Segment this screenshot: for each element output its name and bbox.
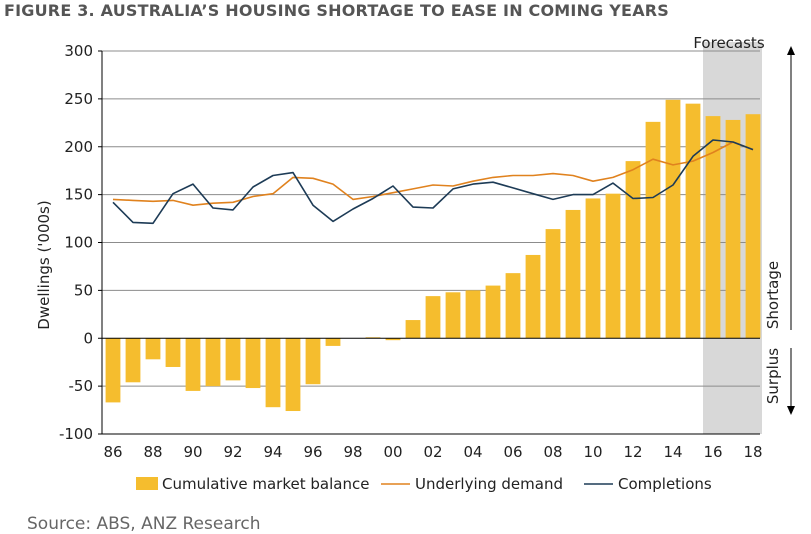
x-tick-label: 16 — [703, 443, 722, 461]
side-arrows — [787, 46, 795, 415]
source-note: Source: ABS, ANZ Research — [27, 514, 261, 534]
x-tick-label: 10 — [583, 443, 602, 461]
legend: Cumulative market balance Underlying dema… — [136, 475, 712, 493]
x-tick-label: 14 — [663, 443, 682, 461]
y-tick-label: 300 — [64, 42, 93, 60]
arrow-down-icon — [787, 406, 795, 415]
bar-1994 — [265, 338, 281, 408]
bar-1990 — [185, 338, 201, 391]
arrow-up-icon — [787, 46, 795, 55]
bar-2007 — [525, 254, 541, 339]
y-tick-label: 50 — [74, 281, 93, 299]
legend-swatch-cumulative-market-balance — [136, 477, 158, 490]
bar-2003 — [445, 292, 461, 339]
x-tick-label: 00 — [383, 443, 402, 461]
x-tick-label: 04 — [463, 443, 482, 461]
bar-2011 — [605, 193, 621, 339]
x-tick-label: 88 — [143, 443, 162, 461]
x-tick-label: 92 — [223, 443, 242, 461]
bar-1995 — [285, 338, 301, 412]
bar-1986 — [105, 338, 121, 403]
surplus-label: Surplus — [764, 348, 782, 404]
bar-2006 — [505, 273, 521, 339]
y-tick-label: 0 — [83, 329, 93, 347]
figure-title: FIGURE 3. AUSTRALIA’S HOUSING SHORTAGE T… — [4, 1, 670, 20]
x-tick-label: 18 — [743, 443, 762, 461]
bar-1997 — [325, 338, 341, 346]
bar-2008 — [545, 229, 561, 339]
x-tick-label: 12 — [623, 443, 642, 461]
legend-label-underlying-demand: Underlying demand — [415, 475, 563, 493]
bar-1996 — [305, 338, 321, 385]
bar-2001 — [405, 320, 421, 339]
bar-2012 — [625, 161, 641, 339]
y-tick-label: 100 — [64, 234, 93, 252]
bar-2017 — [725, 119, 741, 339]
shortage-label: Shortage — [764, 261, 782, 329]
underlying-demand-line — [112, 141, 754, 206]
bar-2014 — [665, 99, 681, 339]
legend-label-cumulative-market-balance: Cumulative market balance — [162, 475, 369, 493]
bar-2005 — [485, 285, 501, 339]
y-tick-label: -100 — [59, 425, 93, 443]
bar-2009 — [565, 209, 581, 339]
x-tick-label: 08 — [543, 443, 562, 461]
bar-2015 — [685, 103, 701, 339]
bar-1991 — [205, 338, 221, 387]
bar-2004 — [465, 290, 481, 339]
bar-2018 — [745, 114, 761, 339]
y-tick-label: 250 — [64, 90, 93, 108]
x-tick-label: 86 — [103, 443, 122, 461]
x-tick-label: 06 — [503, 443, 522, 461]
bar-1992 — [225, 338, 241, 381]
bar-1993 — [245, 338, 261, 389]
x-tick-label: 96 — [303, 443, 322, 461]
completions-line — [112, 139, 754, 225]
bar-2013 — [645, 121, 661, 339]
forecast-label: Forecasts — [693, 34, 764, 52]
bar-2000 — [385, 338, 401, 341]
x-tick-label: 98 — [343, 443, 362, 461]
legend-label-completions: Completions — [618, 475, 712, 493]
x-tick-label: 94 — [263, 443, 282, 461]
y-tick-label: -50 — [69, 377, 94, 395]
y-axis-label: Dwellings ('000s) — [35, 200, 53, 329]
y-tick-label: 150 — [64, 186, 93, 204]
bar-2010 — [585, 198, 601, 339]
y-tick-label: 200 — [64, 138, 93, 156]
bar-2002 — [425, 296, 441, 339]
x-tick-label: 02 — [423, 443, 442, 461]
bar-2016 — [705, 116, 721, 339]
bar-1987 — [125, 338, 141, 383]
bar-1989 — [165, 338, 181, 367]
bar-1988 — [145, 338, 161, 360]
x-tick-label: 90 — [183, 443, 202, 461]
